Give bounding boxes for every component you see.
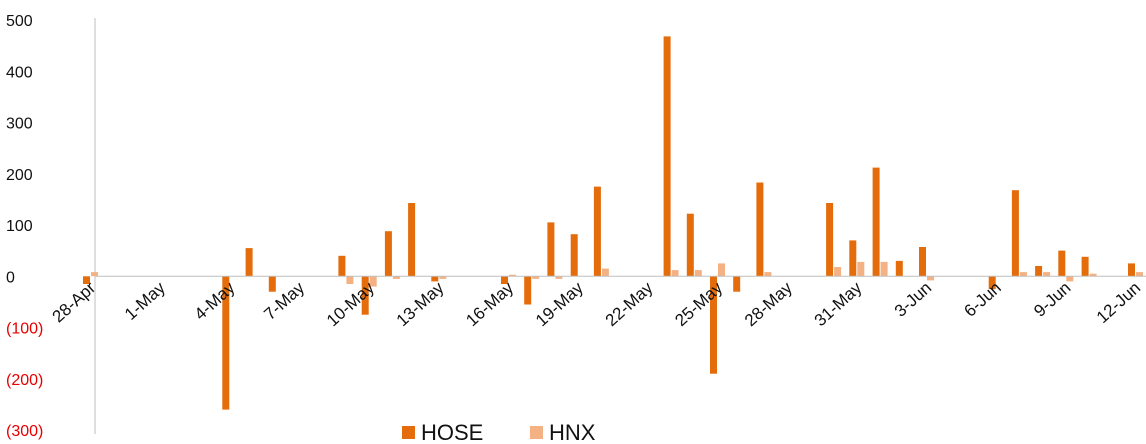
bar-hnx-23-may: [671, 270, 679, 277]
x-tick-label: 6-Jun: [961, 278, 1005, 321]
bar-hnx-18-may: [555, 276, 563, 279]
x-tick-label: 7-May: [260, 278, 308, 324]
bar-hose-10-may: [361, 276, 369, 315]
bar-hose-7-jun: [1011, 190, 1019, 277]
x-tick-label: 3-Jun: [891, 278, 935, 321]
bar-hnx-3-jun: [927, 276, 934, 281]
x-tick-label: 22-May: [602, 278, 657, 330]
bar-hnx-31-may: [857, 261, 865, 277]
y-tick-label: (100): [6, 321, 43, 338]
bar-hnx-9-may: [346, 276, 354, 284]
bar-hose-16-may: [501, 276, 508, 284]
bar-hnx-10-may: [369, 276, 377, 287]
bar-hnx-27-may: [764, 272, 772, 277]
y-tick-label: 100: [6, 218, 33, 235]
y-tick-label: 500: [6, 13, 33, 30]
bar-hose-3-jun: [919, 247, 926, 277]
bar-hnx-10-jun: [1089, 273, 1097, 277]
x-tick-label: 1-May: [121, 278, 169, 324]
bar-hose-31-may: [849, 240, 857, 277]
bar-hose-2-jun: [895, 260, 903, 277]
x-tick-label: 28-Apr: [49, 278, 100, 326]
legend-swatch-hnx: [530, 426, 543, 439]
bar-hose-12-may: [408, 203, 416, 277]
y-tick-label: 200: [6, 167, 33, 184]
x-tick-label: 19-May: [532, 278, 587, 330]
bar-hose-19-may: [570, 234, 578, 277]
x-tick-label: 31-May: [811, 278, 866, 330]
y-tick-label: 0: [6, 269, 15, 286]
bar-hose-6-jun: [988, 276, 996, 290]
x-tick-label: 12-Jun: [1093, 278, 1144, 327]
bar-hnx-13-may: [439, 276, 447, 279]
bar-hose-9-may: [338, 255, 346, 277]
x-axis-tick-labels: 28-Apr 1-May 4-May 7-May 10-May 13-May 16-May 1…: [49, 278, 1145, 330]
bar-hnx-24-may: [694, 270, 702, 277]
bar-hose-30-may: [826, 203, 834, 277]
x-tick-label: 9-Jun: [1030, 278, 1074, 321]
x-tick-label: 25-May: [671, 278, 726, 330]
bar-hnx-12-jun: [1136, 272, 1143, 277]
y-axis: 500 400 300 200 100 0 (100) (200) (300): [6, 13, 96, 440]
bar-hose-5-may: [245, 248, 253, 277]
bar-hnx-7-jun: [1019, 272, 1027, 277]
bar-hose-27-may: [756, 182, 764, 277]
legend: HOSE HNX: [402, 420, 596, 444]
bar-hose-24-may: [686, 213, 694, 277]
bar-hose-17-may: [524, 276, 532, 305]
bar-hnx-28-apr: [91, 272, 98, 277]
bar-hnx-8-jun: [1043, 272, 1051, 277]
bars: [83, 36, 1143, 410]
bar-hose-26-may: [733, 276, 741, 292]
bar-hose-18-may: [547, 222, 555, 277]
x-tick-label: 10-May: [323, 278, 378, 330]
bar-hose-25-may: [710, 276, 717, 374]
bar-hnx-17-may: [532, 276, 540, 279]
x-tick-label: 13-May: [393, 278, 448, 330]
bar-hose-6-may: [268, 276, 276, 292]
bar-hnx-11-may: [392, 276, 400, 279]
bar-hnx-9-jun: [1066, 276, 1074, 282]
legend-label-hnx: HNX: [549, 420, 596, 444]
bar-hose-9-jun: [1058, 250, 1066, 277]
bar-hose-12-jun: [1128, 263, 1135, 277]
y-tick-label: 400: [6, 64, 33, 81]
bar-hnx-25-may: [718, 263, 725, 277]
bar-hose-23-may: [663, 36, 671, 277]
x-tick-label: 28-May: [741, 278, 796, 330]
bar-hose-13-may: [431, 276, 439, 282]
y-tick-label: 300: [6, 116, 33, 133]
bar-hnx-20-may: [601, 268, 609, 277]
bar-hnx-30-may: [834, 267, 842, 277]
y-tick-label: (300): [6, 423, 43, 440]
bar-hnx-1-jun: [880, 261, 888, 277]
x-tick-label: 16-May: [462, 278, 517, 330]
bar-hose-28-apr: [83, 276, 90, 284]
y-tick-label: (200): [6, 372, 43, 389]
bar-hose-4-may: [222, 276, 230, 410]
x-tick-label: 4-May: [191, 278, 239, 324]
bar-hnx-16-may: [509, 274, 516, 277]
bar-hose-11-may: [384, 231, 392, 277]
legend-label-hose: HOSE: [421, 420, 483, 444]
bar-hose-8-jun: [1035, 266, 1043, 277]
bar-hose-1-jun: [872, 167, 880, 277]
bar-hose-10-jun: [1081, 256, 1089, 277]
legend-swatch-hose: [402, 426, 415, 439]
bar-hose-20-may: [593, 186, 601, 277]
